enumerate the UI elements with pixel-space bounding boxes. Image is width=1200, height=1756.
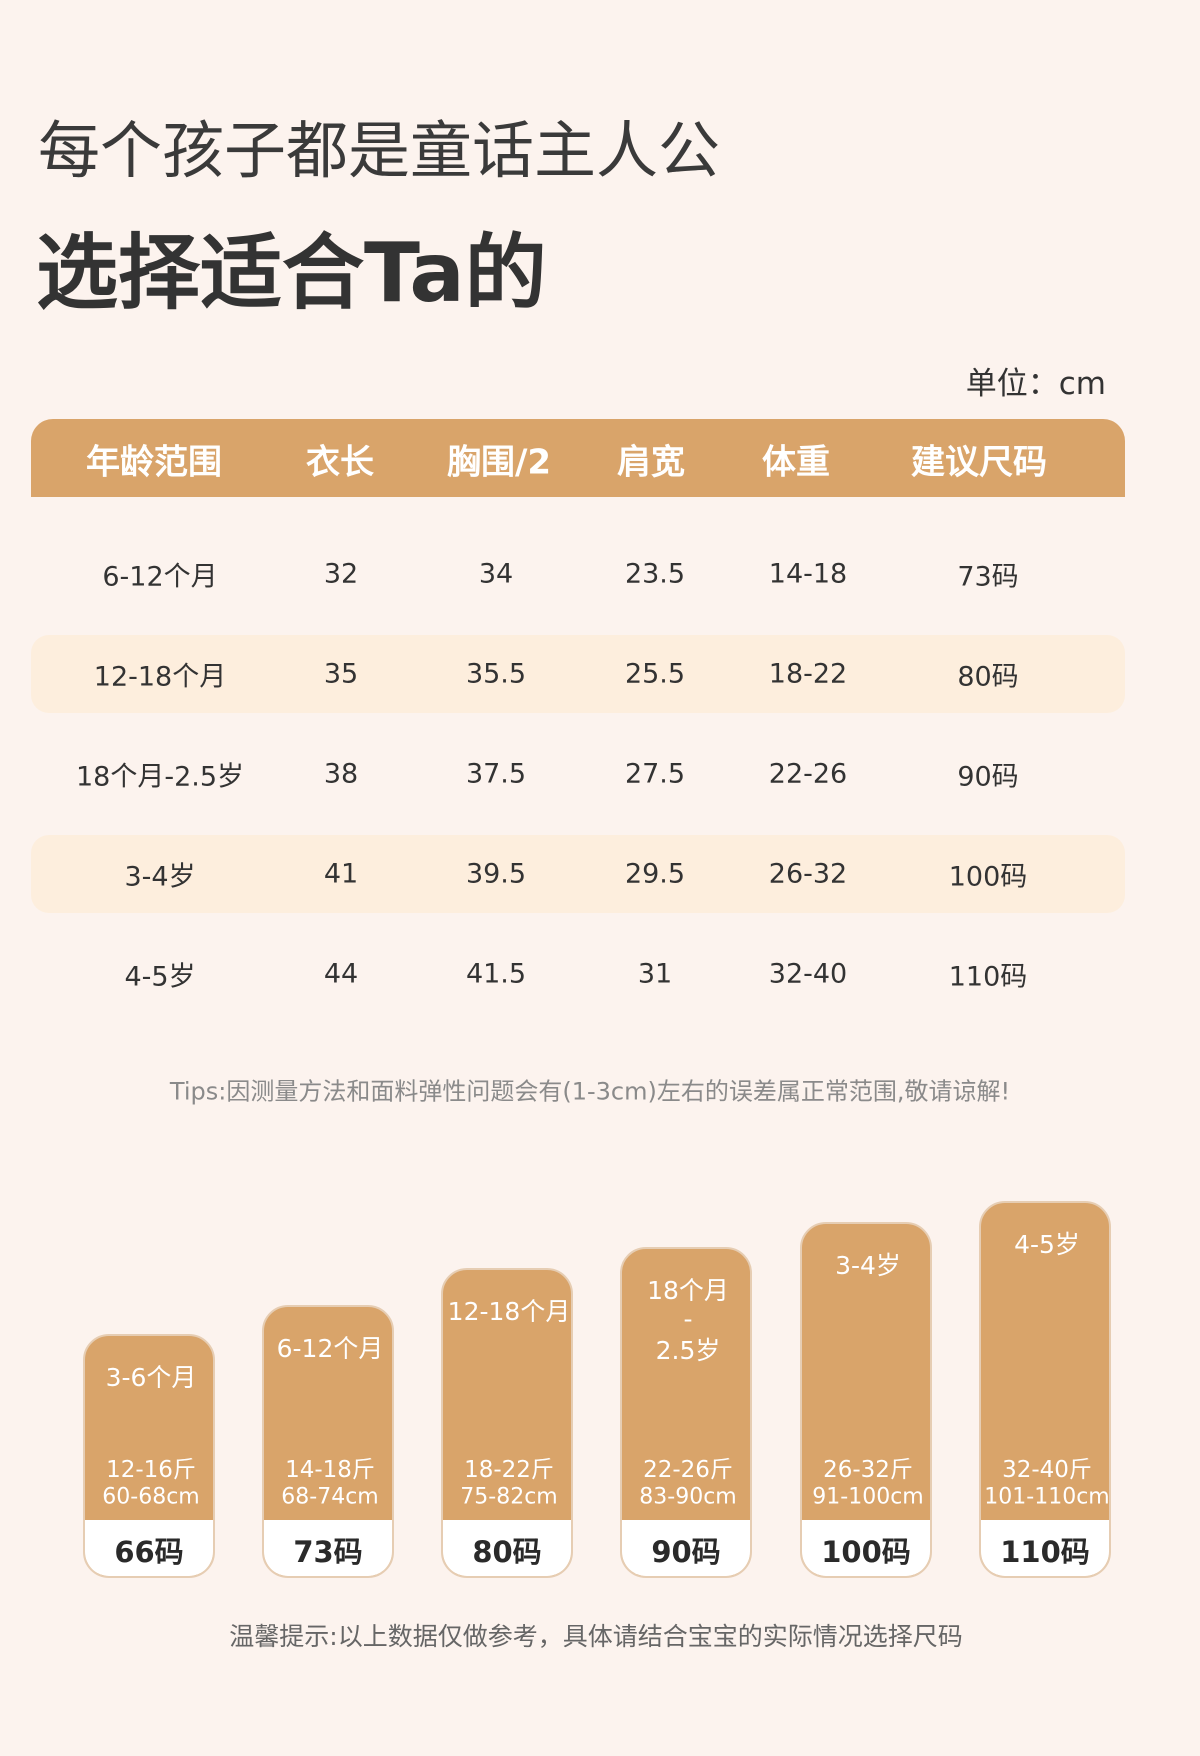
- table-cell: 27.5: [624, 758, 686, 790]
- table-cell: 12-18个月: [93, 661, 227, 693]
- card-size: 73码: [293, 1535, 363, 1569]
- card-weight: 18-22斤: [464, 1457, 554, 1483]
- table-cell: 35: [323, 658, 359, 690]
- table-cell: 100码: [948, 861, 1028, 893]
- card-age: 3-4岁: [835, 1251, 901, 1280]
- card-age: -: [683, 1304, 693, 1334]
- size-card: 3-4岁 26-32斤 91-100cm 100码: [800, 1222, 932, 1578]
- table-cell: 34: [478, 558, 514, 590]
- table-header: 胸围/2: [446, 442, 552, 483]
- table-cell: 39.5: [465, 858, 527, 890]
- card-height: 101-110cm: [984, 1484, 1110, 1510]
- card-age: 12-18个月: [447, 1297, 571, 1326]
- table-header: 衣长: [306, 442, 374, 483]
- card-weight: 12-16斤: [106, 1457, 196, 1483]
- card-base: 80码: [443, 1520, 571, 1576]
- size-card: 18个月 -2.5岁 22-26斤 83-90cm 90码: [620, 1247, 752, 1578]
- card-base: 100码: [802, 1520, 930, 1576]
- card-height: 83-90cm: [639, 1484, 737, 1510]
- card-weight: 22-26斤: [643, 1457, 733, 1483]
- size-card: 6-12个月 14-18斤 68-74cm 73码: [262, 1305, 394, 1578]
- size-card: 4-5岁 32-40斤 101-110cm 110码: [979, 1201, 1111, 1578]
- table-cell: 35.5: [465, 658, 527, 690]
- card-height: 68-74cm: [281, 1484, 379, 1510]
- card-age: 2.5岁: [655, 1336, 721, 1365]
- title-line1: 每个孩子都是童话主人公: [38, 114, 721, 187]
- table-cell: 41.5: [465, 958, 527, 990]
- row-highlight: [31, 635, 1125, 713]
- table-cell: 26-32: [768, 858, 848, 890]
- card-age: 6-12个月: [276, 1334, 384, 1363]
- table-cell: 4-5岁: [124, 961, 196, 993]
- card-base: 110码: [981, 1520, 1109, 1576]
- table-cell: 32: [323, 558, 359, 590]
- table-cell: 3-4岁: [124, 861, 196, 893]
- table-cell: 80码: [957, 661, 1019, 693]
- table-cell: 37.5: [465, 758, 527, 790]
- table-cell: 41: [323, 858, 359, 890]
- table-header: 体重: [762, 442, 830, 483]
- size-card: 3-6个月 12-16斤 60-68cm 66码: [83, 1334, 215, 1578]
- footnote: 温馨提示:以上数据仅做参考，具体请结合宝宝的实际情况选择尺码: [229, 1622, 963, 1651]
- card-height: 91-100cm: [812, 1484, 924, 1510]
- tips: Tips:因测量方法和面料弹性问题会有(1-3cm)左右的误差属正常范围,敬请谅…: [169, 1077, 1011, 1106]
- card-age: 4-5岁: [1014, 1230, 1080, 1259]
- row-highlight: [31, 835, 1125, 913]
- card-weight: 32-40斤: [1002, 1457, 1092, 1483]
- card-age: 18个月: [647, 1276, 729, 1305]
- card-size: 80码: [472, 1535, 542, 1569]
- card-size: 100码: [821, 1535, 911, 1569]
- table-cell: 6-12个月: [102, 561, 218, 593]
- table-cell: 22-26: [768, 758, 848, 790]
- card-weight: 26-32斤: [823, 1457, 913, 1483]
- table-header: 肩宽: [617, 442, 685, 483]
- table-header-bar: [31, 419, 1125, 497]
- table-header: 年龄范围: [86, 442, 222, 483]
- unit: 单位：cm: [965, 366, 1106, 402]
- card-weight: 14-18斤: [285, 1457, 375, 1483]
- table-header: 建议尺码: [911, 442, 1047, 483]
- table-cell: 29.5: [624, 858, 686, 890]
- card-base: 73码: [264, 1520, 392, 1576]
- table-cell: 31: [637, 958, 673, 990]
- table-cell: 25.5: [624, 658, 686, 690]
- table-cell: 14-18: [768, 558, 848, 590]
- table-cell: 23.5: [624, 558, 686, 590]
- size-card: 12-18个月 18-22斤 75-82cm 80码: [441, 1268, 573, 1578]
- card-size: 90码: [651, 1535, 721, 1569]
- table-cell: 44: [323, 958, 359, 990]
- table-cell: 18-22: [768, 658, 848, 690]
- card-height: 75-82cm: [460, 1484, 558, 1510]
- card-base: 66码: [85, 1520, 213, 1576]
- card-height: 60-68cm: [102, 1484, 200, 1510]
- table-cell: 90码: [957, 761, 1019, 793]
- table-cell: 110码: [948, 961, 1028, 993]
- table-cell: 38: [323, 758, 359, 790]
- card-size: 66码: [114, 1535, 184, 1569]
- card-age: 3-6个月: [105, 1363, 197, 1392]
- title-line2: 选择适合Ta的: [36, 226, 547, 321]
- table-cell: 73码: [957, 561, 1019, 593]
- table-cell: 32-40: [768, 958, 848, 990]
- table-cell: 18个月-2.5岁: [75, 761, 245, 793]
- card-size: 110码: [1000, 1535, 1090, 1569]
- card-base: 90码: [622, 1520, 750, 1576]
